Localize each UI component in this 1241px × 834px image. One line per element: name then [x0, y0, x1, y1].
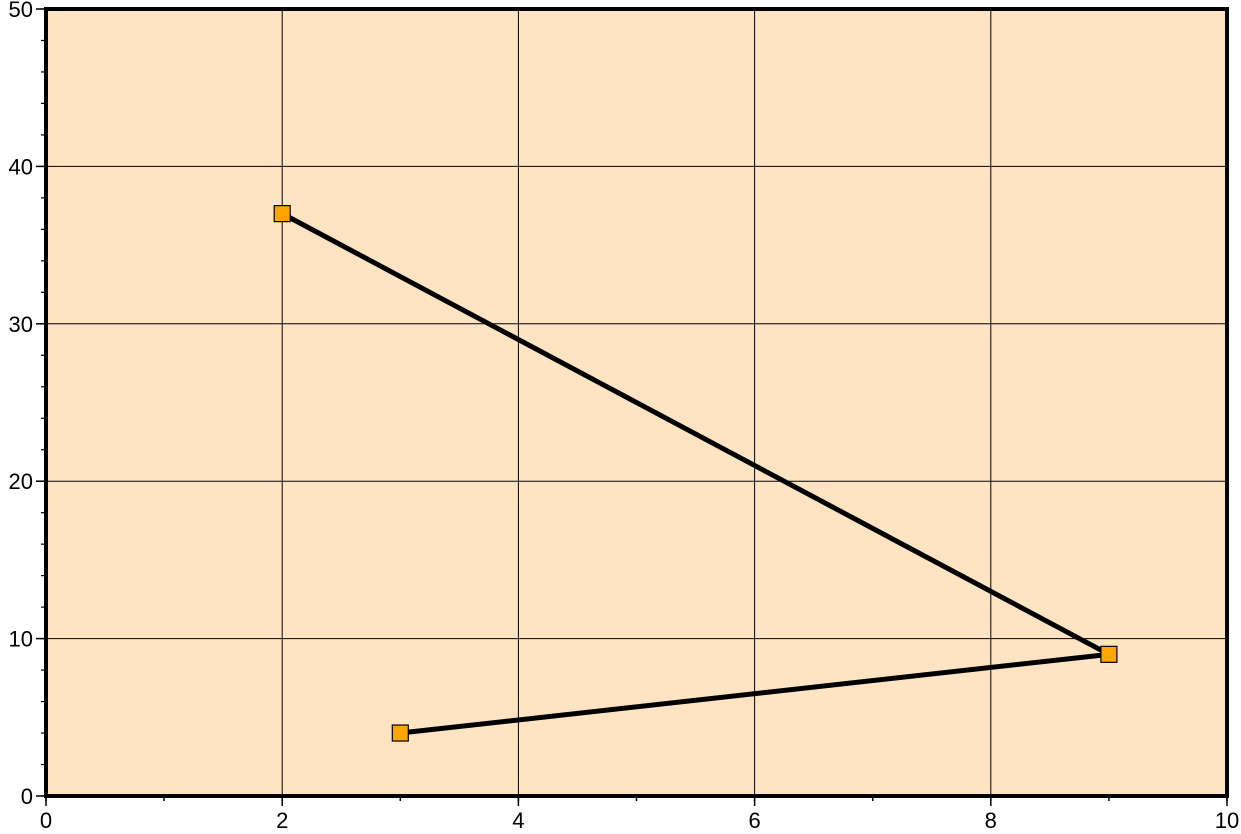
data-point-marker	[273, 205, 291, 223]
x-tick-label: 0	[40, 808, 52, 833]
x-tick-label: 6	[748, 808, 760, 833]
data-point-marker	[1100, 645, 1118, 663]
y-tick-label: 50	[9, 0, 33, 22]
y-tick-label: 10	[9, 627, 33, 652]
x-tick-label: 4	[512, 808, 524, 833]
y-tick-label: 30	[9, 312, 33, 337]
y-tick-label: 0	[21, 784, 33, 809]
plot-frame	[44, 7, 1229, 798]
y-tick-label: 40	[9, 154, 33, 179]
data-point-marker	[391, 724, 409, 742]
y-tick-label: 20	[9, 469, 33, 494]
x-tick-label: 8	[985, 808, 997, 833]
x-tick-label: 10	[1215, 808, 1239, 833]
x-tick-label: 2	[276, 808, 288, 833]
